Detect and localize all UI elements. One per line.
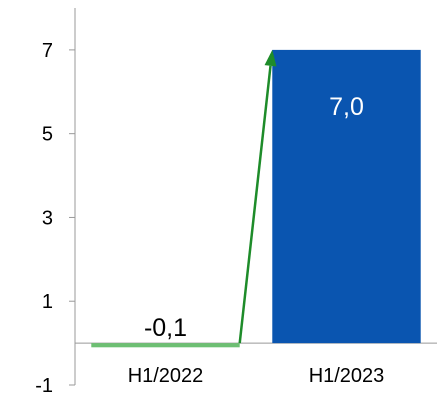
bar-h1-2023 [272, 49, 421, 344]
growth-arrow-head [264, 49, 277, 67]
y-tick-label: -1 [35, 375, 53, 394]
y-tick-label: 3 [42, 207, 53, 229]
data-label: -0,1 [144, 314, 187, 342]
y-tick-label: 1 [42, 291, 53, 313]
y-tick-label: 5 [42, 124, 53, 146]
bars [91, 49, 421, 348]
data-label: 7,0 [329, 93, 364, 121]
labels: H1/2022 -0,1 H1/2023 7,0 [128, 49, 385, 387]
bar-h1-2022 [91, 343, 240, 348]
x-category-label: H1/2023 [309, 365, 385, 387]
growth-arrow-line [238, 65, 272, 344]
y-tick-label: 7 [42, 40, 53, 62]
x-category-label: H1/2022 [128, 365, 204, 387]
